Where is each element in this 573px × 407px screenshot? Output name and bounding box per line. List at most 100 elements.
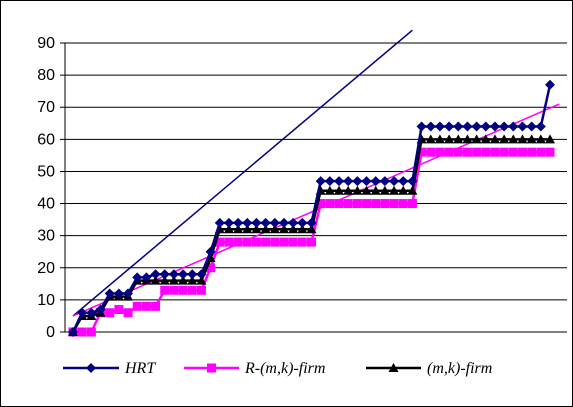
data-point-R-(m,k)-firm-3 — [86, 327, 96, 337]
data-point-(m,k)-firm-11 — [159, 275, 170, 285]
data-point-HRT-29 — [324, 176, 335, 187]
data-point-HRT-3 — [86, 307, 97, 318]
data-point-R-(m,k)-firm-53 — [545, 147, 555, 157]
data-point-R-(m,k)-firm-45 — [472, 147, 482, 157]
data-point-HRT-25 — [288, 217, 299, 228]
data-point-R-(m,k)-firm-11 — [160, 285, 170, 295]
data-point-R-(m,k)-firm-41 — [435, 147, 445, 157]
data-point-(m,k)-firm-24 — [278, 224, 289, 234]
data-point-HRT-5 — [104, 288, 115, 299]
data-point-HRT-45 — [471, 121, 482, 132]
data-point-R-(m,k)-firm-21 — [251, 237, 261, 247]
data-point-(m,k)-firm-27 — [306, 224, 317, 234]
data-point-R-(m,k)-firm-18 — [224, 237, 234, 247]
data-point-(m,k)-firm-53 — [545, 134, 555, 144]
y-tick-label-20: 20 — [37, 260, 55, 277]
y-tick-label-80: 80 — [37, 67, 55, 84]
data-point-HRT-43 — [453, 121, 464, 132]
data-point-R-(m,k)-firm-10 — [151, 301, 161, 311]
data-point-(m,k)-firm-40 — [425, 134, 436, 144]
data-point-R-(m,k)-firm-27 — [307, 237, 316, 247]
data-point-(m,k)-firm-23 — [269, 224, 280, 234]
data-point-HRT-6 — [113, 288, 124, 299]
data-point-R-(m,k)-firm-36 — [389, 199, 399, 209]
data-point-R-(m,k)-firm-35 — [380, 199, 390, 209]
data-point-R-(m,k)-firm-47 — [490, 147, 500, 157]
data-point-R-(m,k)-firm-12 — [169, 285, 179, 295]
gridlines — [60, 42, 567, 333]
data-point-HRT-17 — [214, 217, 225, 228]
data-point-HRT-13 — [178, 269, 189, 280]
data-point-R-(m,k)-firm-40 — [426, 147, 436, 157]
data-point-R-(m,k)-firm-19 — [233, 237, 243, 247]
data-point-R-(m,k)-firm-2 — [77, 327, 87, 337]
data-point-(m,k)-firm-48 — [499, 134, 510, 144]
data-point-(m,k)-firm-18 — [223, 224, 234, 234]
legend-marker-HRT — [86, 363, 96, 373]
data-point-HRT-18 — [223, 217, 234, 228]
data-point-R-(m,k)-firm-46 — [481, 147, 491, 157]
y-tick-label-90: 90 — [37, 35, 55, 52]
data-point-HRT-50 — [517, 121, 528, 132]
data-point-R-(m,k)-firm-48 — [499, 147, 509, 157]
data-point-R-(m,k)-firm-37 — [398, 199, 408, 209]
data-point-HRT-21 — [251, 217, 262, 228]
data-point-(m,k)-firm-22 — [260, 224, 271, 234]
data-point-(m,k)-firm-25 — [288, 224, 299, 234]
data-point-R-(m,k)-firm-34 — [371, 199, 381, 209]
data-point-HRT-34 — [370, 176, 381, 187]
data-point-HRT-19 — [233, 217, 244, 228]
data-point-HRT-15 — [196, 269, 207, 280]
series-HRT — [68, 79, 555, 337]
data-point-HRT-52 — [535, 121, 546, 132]
legend-label-(m,k)-firm: (m,k)-firm — [427, 360, 492, 377]
data-point-(m,k)-firm-37 — [398, 185, 409, 195]
data-point-HRT-1 — [68, 327, 78, 337]
data-point-R-(m,k)-firm-52 — [536, 147, 546, 157]
data-point-R-(m,k)-firm-9 — [141, 301, 151, 311]
data-point-HRT-48 — [499, 121, 510, 132]
data-point-(m,k)-firm-32 — [352, 185, 363, 195]
data-point-R-(m,k)-firm-42 — [444, 147, 454, 157]
legend-entry-HRT: HRT — [63, 360, 156, 377]
data-point-HRT-27 — [306, 217, 317, 228]
data-point-HRT-40 — [425, 121, 436, 132]
data-point-(m,k)-firm-31 — [343, 185, 354, 195]
data-point-HRT-7 — [123, 288, 134, 299]
data-point-R-(m,k)-firm-24 — [279, 237, 289, 247]
data-point-HRT-44 — [462, 121, 473, 132]
legend-entry-R-(m,k)-firm: R-(m,k)-firm — [184, 360, 325, 377]
y-tick-label-0: 0 — [46, 324, 55, 341]
data-point-(m,k)-firm-35 — [379, 185, 390, 195]
data-point-R-(m,k)-firm-6 — [114, 305, 124, 315]
data-point-(m,k)-firm-34 — [370, 185, 381, 195]
data-point-R-(m,k)-firm-25 — [288, 237, 298, 247]
data-point-(m,k)-firm-14 — [187, 275, 198, 285]
data-point-HRT-42 — [444, 121, 455, 132]
data-point-R-(m,k)-firm-29 — [325, 199, 335, 209]
data-point-(m,k)-firm-42 — [444, 134, 455, 144]
data-point-HRT-30 — [334, 176, 345, 187]
data-point-HRT-23 — [269, 217, 280, 228]
trendline-0 — [72, 29, 413, 317]
series-R-(m,k)-firm — [68, 147, 555, 337]
data-point-HRT-33 — [361, 176, 372, 187]
data-point-(m,k)-firm-20 — [242, 224, 253, 234]
data-point-(m,k)-firm-43 — [453, 134, 464, 144]
data-point-(m,k)-firm-33 — [361, 185, 372, 195]
data-point-R-(m,k)-firm-30 — [334, 199, 344, 209]
data-point-(m,k)-firm-38 — [407, 185, 418, 195]
data-point-R-(m,k)-firm-49 — [508, 147, 518, 157]
legend-entry-(m,k)-firm: (m,k)-firm — [366, 360, 492, 377]
data-point-(m,k)-firm-13 — [178, 275, 189, 285]
data-point-(m,k)-firm-52 — [535, 134, 546, 144]
data-point-HRT-10 — [150, 269, 161, 280]
legend-marker-(m,k)-firm — [388, 363, 399, 372]
data-point-HRT-46 — [480, 121, 491, 132]
data-point-HRT-4 — [95, 304, 106, 315]
data-point-(m,k)-firm-41 — [434, 134, 445, 144]
data-point-R-(m,k)-firm-14 — [187, 285, 197, 295]
data-point-R-(m,k)-firm-8 — [132, 301, 142, 311]
y-tick-label-10: 10 — [37, 292, 55, 309]
data-point-R-(m,k)-firm-39 — [417, 147, 427, 157]
